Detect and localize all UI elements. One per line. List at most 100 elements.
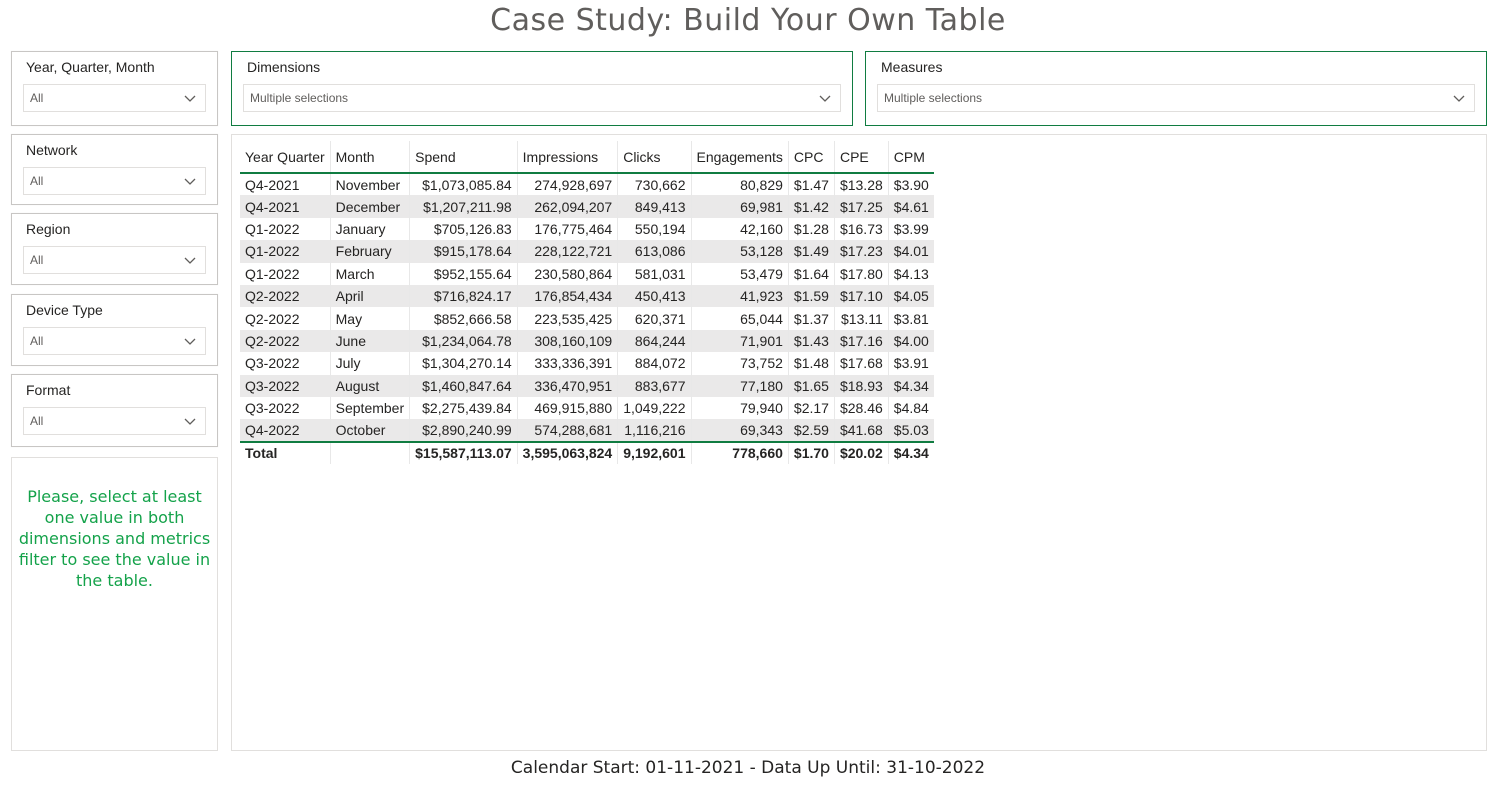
cell-clicks: 550,194 (617, 217, 692, 241)
cell-engagements: 69,343 (691, 419, 789, 442)
cell-cpm: $3.91 (893, 355, 929, 372)
cell-cpe: $17.80 (834, 262, 889, 285)
network-dropdown[interactable]: All (23, 167, 206, 195)
cell-year-quarter: Q3-2022 (240, 396, 331, 420)
total-cell: $20.02 (834, 440, 889, 464)
dimensions-dropdown[interactable]: Multiple selections (243, 84, 841, 112)
cell-cpm: $4.00 (888, 329, 934, 353)
column-header-impressions[interactable]: Impressions (517, 141, 619, 174)
chevron-down-icon (819, 95, 831, 102)
total-cell: 9,192,601 (617, 440, 692, 464)
cell-impressions: 228,122,721 (517, 240, 619, 263)
column-header-engagements[interactable]: Engagements (691, 141, 789, 174)
cell-spend: $1,073,085.84 (409, 173, 518, 196)
instruction-message: Please, select at least one value in bot… (18, 487, 211, 590)
cell-month: October (330, 419, 411, 442)
cell-clicks: 581,031 (617, 262, 692, 285)
cell-clicks: 450,413 (617, 284, 692, 308)
chevron-down-icon (184, 95, 196, 102)
cell-month: April (330, 284, 411, 308)
chevron-down-icon (184, 338, 196, 345)
slicer-label: Dimensions (247, 59, 321, 75)
cell-cpm: $3.90 (893, 176, 929, 193)
dropdown-value: All (30, 414, 44, 428)
table-row[interactable]: Q4-2022 October $2,890,240.99 574,288,681 1,… (240, 419, 934, 442)
table-total-row: Total $15,587,113.07 3,595,063,824 9,192… (240, 440, 934, 464)
column-header-cpm[interactable]: CPM (888, 141, 934, 174)
cell-cpc: $1.59 (788, 284, 835, 308)
cell-year-quarter: Q2-2022 (240, 284, 331, 308)
cell-cpm: $4.34 (888, 374, 934, 397)
column-header-cpc[interactable]: CPC (788, 141, 835, 174)
table-row[interactable]: Q2-2022 May $852,666.58 223,535,425 620,371 6… (240, 307, 934, 330)
page-title: Case Study: Build Your Own Table (490, 3, 1006, 38)
cell-cpm: $4.84 (893, 400, 929, 417)
device-type-dropdown[interactable]: All (23, 327, 206, 355)
cell-year-quarter: Q3-2022 (240, 374, 331, 397)
table-row[interactable]: Q1-2022 March $952,155.64 230,580,864 581,03… (240, 262, 934, 285)
instruction-card: Please, select at least one value in bot… (11, 457, 218, 751)
column-header-clicks[interactable]: Clicks (617, 141, 692, 174)
table-body: Q4-2021 November $1,073,085.84 274,928,697 7… (240, 173, 934, 442)
cell-spend: $716,824.17 (409, 284, 518, 308)
cell-cpe: $17.10 (834, 284, 889, 308)
cell-year-quarter: Q4-2021 (240, 173, 331, 196)
year-quarter-month-dropdown[interactable]: All (23, 84, 206, 112)
chevron-down-icon (1453, 95, 1465, 102)
column-header-month[interactable]: Month (330, 141, 411, 174)
cell-month: July (330, 352, 411, 375)
table-row[interactable]: Q3-2022 July $1,304,270.14 333,336,391 884,0… (240, 352, 934, 375)
cell-cpm: $4.61 (888, 195, 934, 218)
slicer-label: Year, Quarter, Month (26, 59, 155, 75)
cell-month: March (330, 262, 411, 285)
dropdown-value: All (30, 174, 44, 188)
measures-dropdown[interactable]: Multiple selections (877, 84, 1475, 112)
cell-cpe: $13.28 (834, 173, 889, 196)
table-row[interactable]: Q3-2022 September $2,275,439.84 469,915,880… (240, 396, 934, 420)
cell-impressions: 333,336,391 (517, 352, 619, 375)
cell-cpm: $4.05 (888, 284, 934, 308)
cell-engagements: 69,981 (691, 195, 789, 218)
cell-cpc: $1.37 (788, 307, 835, 330)
column-header-spend[interactable]: Spend (409, 141, 518, 174)
table-row[interactable]: Q1-2022 January $705,126.83 176,775,464 550,… (240, 217, 934, 241)
table-row[interactable]: Q4-2021 December $1,207,211.98 262,094,207 8… (240, 195, 934, 218)
table-header-row: Year Quarter Month Spend Impressions Cli… (240, 141, 934, 174)
table-row[interactable]: Q2-2022 June $1,234,064.78 308,160,109 864,2… (240, 329, 934, 353)
cell-year-quarter: Q1-2022 (240, 217, 331, 241)
cell-impressions: 469,915,880 (517, 396, 619, 420)
total-cell: $1.70 (788, 440, 835, 464)
data-table: Year Quarter Month Spend Impressions Cli… (240, 141, 934, 464)
cell-spend: $1,304,270.14 (409, 352, 518, 375)
cell-year-quarter: Q4-2021 (240, 195, 331, 218)
cell-cpc: $1.47 (788, 173, 835, 196)
table-row[interactable]: Q1-2022 February $915,178.64 228,122,721 613… (240, 240, 934, 263)
cell-spend: $915,178.64 (409, 240, 518, 263)
region-dropdown[interactable]: All (23, 246, 206, 274)
cell-cpc: $2.59 (788, 419, 835, 442)
cell-engagements: 42,160 (691, 217, 789, 241)
table-row[interactable]: Q2-2022 April $716,824.17 176,854,434 450,41… (240, 284, 934, 308)
column-header-year-quarter[interactable]: Year Quarter (240, 141, 331, 174)
total-cell: Total (240, 440, 331, 464)
cell-cpe: $41.68 (834, 419, 889, 442)
column-header-cpe[interactable]: CPE (834, 141, 889, 174)
cell-year-quarter: Q1-2022 (240, 240, 331, 263)
table-row[interactable]: Q3-2022 August $1,460,847.64 336,470,951 883… (240, 374, 934, 397)
cell-month: November (330, 173, 411, 196)
cell-clicks: 613,086 (617, 240, 692, 263)
cell-clicks: 1,116,216 (617, 419, 692, 442)
dropdown-value: All (30, 334, 44, 348)
slicer-device-type: Device Type All (11, 294, 218, 366)
table-row[interactable]: Q4-2021 November $1,073,085.84 274,928,697 7… (240, 173, 934, 196)
cell-engagements: 53,128 (691, 240, 789, 263)
chevron-down-icon (184, 418, 196, 425)
cell-cpe: $18.93 (834, 374, 889, 397)
cell-engagements: 79,940 (691, 396, 789, 420)
dropdown-value: Multiple selections (250, 91, 349, 105)
cell-cpc: $1.65 (788, 374, 835, 397)
cell-impressions: 262,094,207 (517, 195, 619, 218)
cell-year-quarter: Q2-2022 (240, 329, 331, 353)
cell-cpc: $1.42 (788, 195, 835, 218)
format-dropdown[interactable]: All (23, 407, 206, 435)
